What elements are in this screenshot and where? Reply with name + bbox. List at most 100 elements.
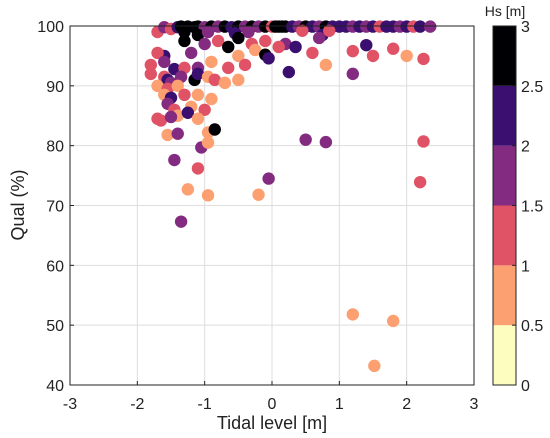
data-point — [282, 65, 296, 79]
data-point — [144, 67, 157, 81]
y-tick-label: 70 — [46, 199, 64, 216]
data-point — [232, 31, 245, 45]
data-point — [346, 308, 359, 321]
x-tick-labels: -3 -2 -1 0 1 2 3 — [63, 381, 479, 413]
y-tick-labels: 40 50 60 70 80 90 100 — [37, 19, 74, 395]
data-point — [417, 52, 430, 66]
colorbar-bin — [493, 26, 516, 86]
data-point — [299, 133, 312, 146]
data-point — [413, 20, 427, 33]
data-point — [144, 58, 157, 72]
data-point — [296, 24, 309, 37]
data-point — [201, 25, 215, 39]
x-tick-label: -2 — [130, 396, 144, 413]
data-point — [222, 40, 235, 54]
data-point — [151, 79, 164, 93]
data-point — [181, 106, 195, 119]
data-point — [211, 34, 225, 48]
data-point — [262, 52, 275, 65]
data-point — [323, 24, 336, 37]
colorbar-bin — [493, 325, 516, 385]
data-point — [198, 103, 211, 116]
x-axis-label: Tidal level [m] — [217, 413, 327, 433]
colorbar-tick-label: 0 — [521, 378, 530, 395]
data-point — [238, 58, 252, 72]
y-tick-label: 50 — [46, 318, 64, 335]
y-tick-label: 60 — [46, 258, 64, 275]
data-point — [417, 135, 430, 148]
data-point — [424, 20, 437, 33]
colorbar-tick-label: 2 — [521, 139, 530, 156]
data-point — [368, 359, 381, 373]
data-point — [312, 31, 326, 45]
colorbar-tick-label: 1.5 — [521, 199, 543, 216]
data-point — [306, 46, 319, 60]
data-point — [400, 49, 413, 63]
data-point — [289, 40, 302, 54]
data-point — [262, 172, 275, 185]
colorbar-bin — [493, 205, 516, 266]
data-point — [181, 183, 195, 196]
data-point — [178, 88, 191, 102]
data-point — [208, 73, 221, 87]
data-point — [205, 92, 218, 106]
colorbar: 0 0.5 1 1.5 2 2.5 3 — [492, 19, 543, 395]
y-axis-label: Qual (%) — [8, 169, 28, 240]
data-point — [164, 110, 178, 124]
data-point — [191, 28, 205, 42]
data-point — [205, 55, 218, 69]
data-point — [218, 76, 232, 90]
data-point — [232, 49, 245, 63]
data-point — [178, 34, 191, 48]
data-point — [346, 44, 359, 58]
colorbar-bin — [493, 145, 516, 206]
data-point — [272, 40, 285, 54]
data-point — [387, 314, 400, 328]
data-point — [198, 37, 211, 51]
colorbar-bin — [493, 85, 516, 146]
y-tick-label: 80 — [46, 139, 64, 156]
data-point — [366, 49, 380, 63]
colorbar-bin — [493, 265, 516, 326]
x-tick-label: -3 — [63, 396, 77, 413]
x-tick-label: 3 — [470, 396, 479, 413]
x-tick-label: 0 — [268, 396, 277, 413]
colorbar-tick-label: 2.5 — [521, 79, 543, 96]
data-point — [319, 58, 333, 72]
data-point — [319, 135, 333, 149]
data-point — [259, 34, 272, 48]
data-point — [151, 46, 164, 60]
data-point — [191, 88, 205, 102]
data-point — [201, 189, 215, 202]
x-tick-label: -1 — [198, 396, 212, 413]
gridlines — [69, 25, 475, 386]
colorbar-title: Hs [m] — [485, 3, 525, 19]
data-point — [171, 79, 184, 93]
data-point — [248, 43, 262, 57]
x-tick-label: 2 — [402, 396, 411, 413]
y-tick-label: 100 — [37, 19, 64, 36]
data-point — [174, 215, 188, 228]
colorbar-tick-label: 0.5 — [521, 318, 543, 335]
data-point — [191, 162, 205, 175]
data-point — [191, 112, 205, 125]
data-point — [185, 46, 198, 60]
data-point — [252, 188, 265, 201]
data-point — [191, 67, 205, 81]
y-tick-label: 40 — [46, 378, 64, 395]
data-point — [222, 61, 235, 75]
data-point — [158, 55, 171, 69]
x-tick-label: 1 — [335, 396, 344, 413]
data-point — [178, 25, 191, 39]
colorbar-tick-label: 3 — [521, 19, 530, 36]
data-point — [168, 153, 181, 167]
data-point — [387, 42, 400, 55]
data-point — [171, 127, 184, 140]
data-point — [154, 114, 168, 127]
data-point — [242, 25, 255, 39]
data-point — [201, 136, 215, 149]
data-point — [208, 123, 221, 136]
y-tick-label: 90 — [46, 79, 64, 96]
scatter-points — [144, 20, 437, 373]
